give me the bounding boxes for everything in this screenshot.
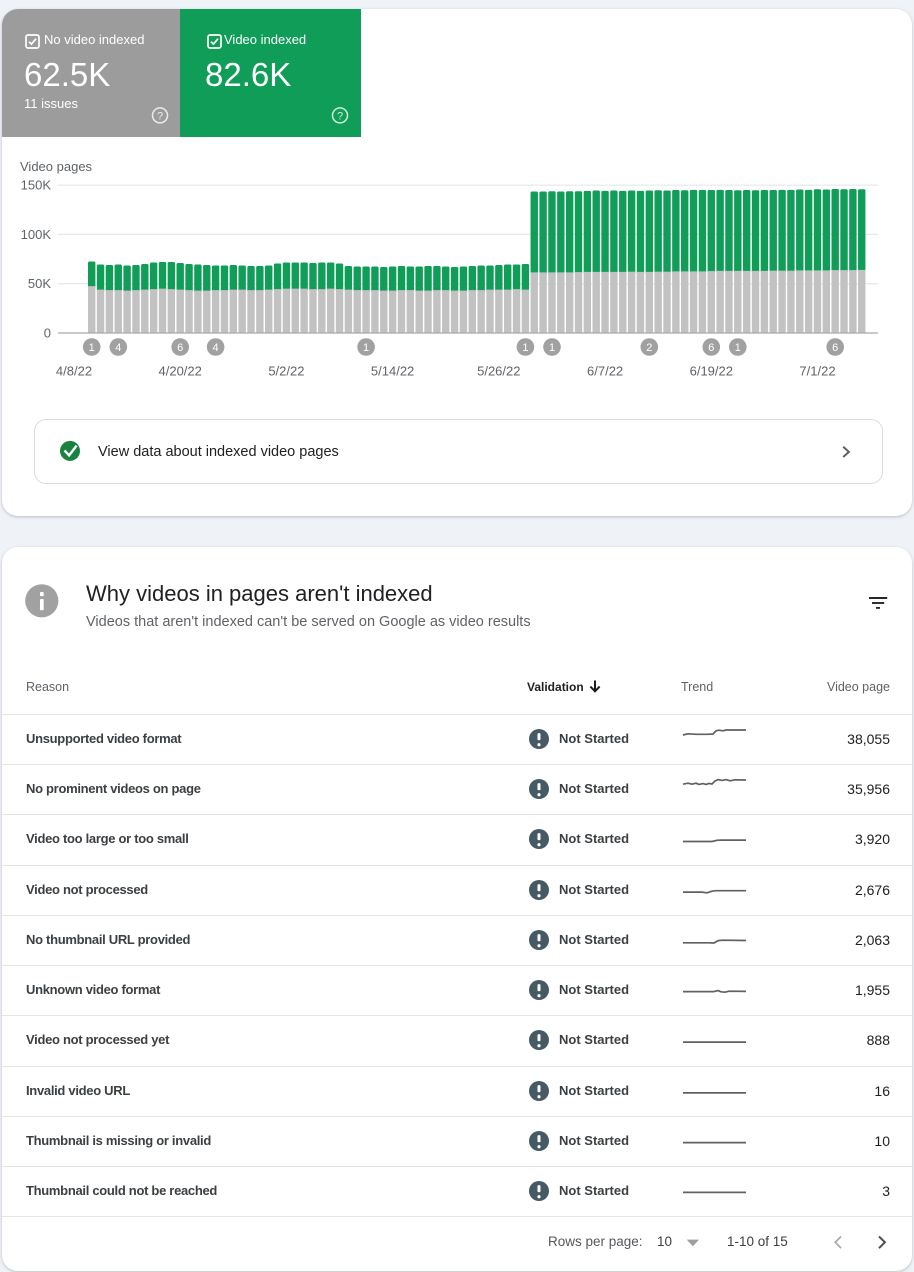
svg-text:6/19/22: 6/19/22 (690, 364, 733, 379)
svg-text:6/7/22: 6/7/22 (587, 364, 623, 379)
svg-text:1: 1 (522, 342, 528, 354)
svg-text:7/1/22: 7/1/22 (799, 364, 835, 379)
svg-text:1: 1 (549, 342, 555, 354)
svg-text:0: 0 (44, 326, 51, 341)
svg-text:1: 1 (735, 342, 741, 354)
svg-text:4/8/22: 4/8/22 (56, 364, 92, 379)
svg-text:5/2/22: 5/2/22 (268, 364, 304, 379)
svg-text:6: 6 (708, 342, 714, 354)
svg-text:?: ? (157, 110, 163, 122)
svg-text:6: 6 (177, 342, 183, 354)
svg-text:2: 2 (646, 342, 652, 354)
svg-text:50K: 50K (28, 276, 51, 291)
svg-text:1: 1 (89, 342, 95, 354)
svg-text:4: 4 (115, 342, 121, 354)
svg-text:?: ? (337, 110, 343, 122)
svg-text:5/14/22: 5/14/22 (371, 364, 414, 379)
svg-text:100K: 100K (21, 227, 52, 242)
svg-text:4: 4 (213, 342, 219, 354)
svg-text:1: 1 (363, 342, 369, 354)
svg-text:150K: 150K (21, 178, 52, 193)
svg-text:4/20/22: 4/20/22 (159, 364, 202, 379)
svg-text:6: 6 (832, 342, 838, 354)
svg-text:5/26/22: 5/26/22 (477, 364, 520, 379)
